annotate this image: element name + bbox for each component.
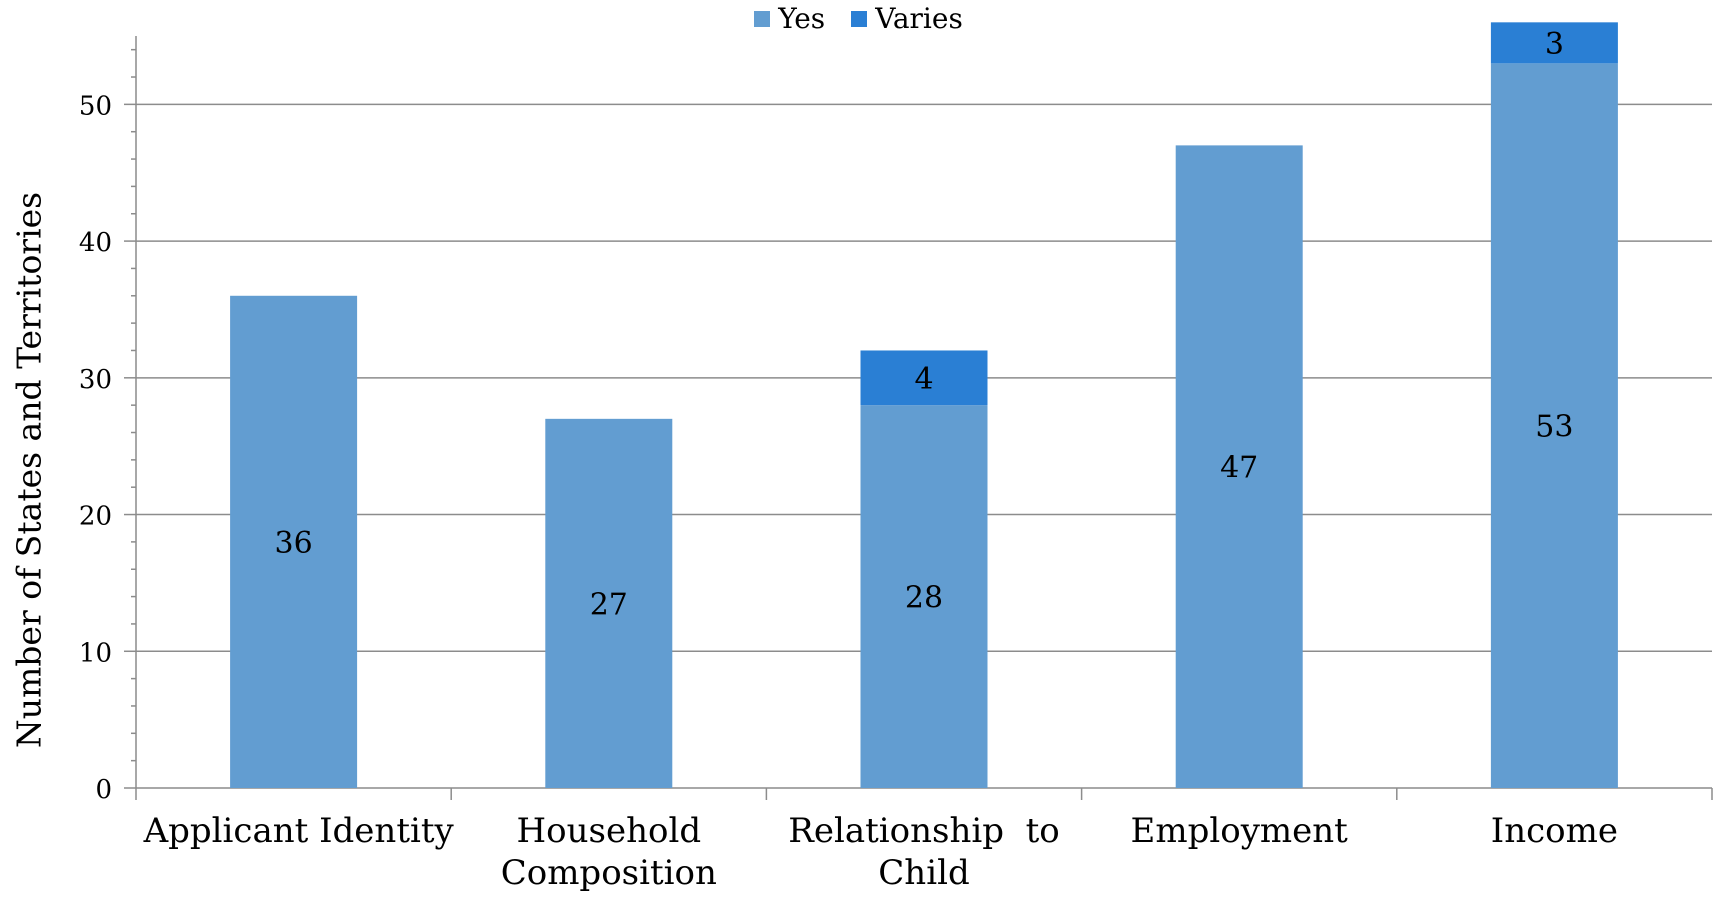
- x-tick-label: Relationship to Child: [774, 810, 1074, 894]
- x-tick-label: Applicant Identity: [143, 810, 454, 852]
- data-label: 4: [914, 362, 933, 397]
- bar-varies-3: [860, 350, 988, 406]
- x-tick-label-line: Relationship to: [788, 811, 1060, 851]
- legend-swatch-yes: [754, 10, 771, 27]
- legend-item-yes: Yes: [754, 2, 825, 35]
- bar-varies-5: [1490, 22, 1618, 64]
- y-tick-label: 50: [79, 91, 112, 121]
- y-tick-label: 40: [79, 228, 112, 258]
- legend-swatch-varies: [851, 10, 868, 27]
- x-tick-label: Income: [1404, 810, 1704, 852]
- data-label: 53: [1535, 410, 1573, 445]
- legend-label-yes: Yes: [778, 2, 826, 35]
- data-label: 47: [1220, 451, 1258, 486]
- y-tick-label: 0: [95, 775, 112, 805]
- bar-yes-5: [1490, 63, 1618, 788]
- data-label: 3: [1545, 27, 1564, 62]
- x-tick-label-line: Composition: [500, 853, 717, 893]
- data-label: 36: [275, 526, 313, 561]
- data-label: 27: [590, 587, 628, 622]
- bar-yes-2: [545, 418, 673, 788]
- x-tick-label-line: Employment: [1130, 811, 1348, 851]
- x-tick-label-line: Household: [516, 811, 702, 851]
- legend-label-varies: Varies: [875, 2, 963, 35]
- y-tick-label: 30: [79, 365, 112, 395]
- bar-yes-1: [230, 295, 358, 788]
- data-label: 28: [905, 581, 943, 616]
- legend-item-varies: Varies: [851, 2, 963, 35]
- bar-yes-4: [1175, 145, 1303, 788]
- y-tick-label: 10: [79, 638, 112, 668]
- x-tick-label-line: Child: [878, 853, 970, 893]
- legend: Yes Varies: [0, 2, 1717, 35]
- x-tick-label: Employment: [1089, 810, 1389, 852]
- x-tick-label: Household Composition: [459, 810, 759, 894]
- bar-yes-3: [860, 405, 988, 788]
- x-tick-label-line: Income: [1490, 811, 1618, 851]
- y-tick-label: 20: [79, 502, 112, 532]
- x-tick-label-line: Applicant Identity: [143, 811, 454, 851]
